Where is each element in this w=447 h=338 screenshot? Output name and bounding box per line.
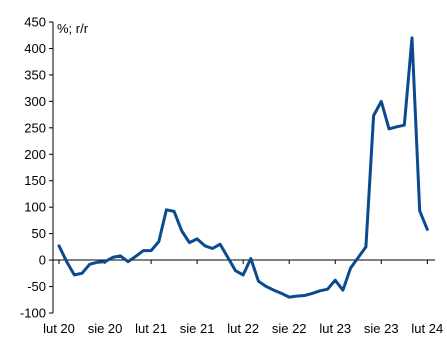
y-tick-label: 100 <box>24 200 46 215</box>
x-tick-label: sie 23 <box>364 321 399 336</box>
y-tick-label: 200 <box>24 147 46 162</box>
y-tick-label: 350 <box>24 67 46 82</box>
x-axis: lut 20 sie 20 lut 21 sie 21 lut 22 sie 22 lut … <box>43 259 443 336</box>
y-tick-label: 250 <box>24 120 46 135</box>
y-tick-label: 150 <box>24 173 46 188</box>
x-tick-label: sie 22 <box>272 321 307 336</box>
y-tick-label: -100 <box>20 306 46 321</box>
y-tick-label: 50 <box>32 226 46 241</box>
x-tick-label: lut 23 <box>319 321 351 336</box>
y-axis-ticks: 450 400 350 300 250 200 150 100 50 0 -50 -100 <box>20 15 53 321</box>
x-tick-label: lut 20 <box>43 321 75 336</box>
y-tick-label: -50 <box>27 279 46 294</box>
x-tick-label: sie 21 <box>180 321 215 336</box>
y-tick-label: 300 <box>24 94 46 109</box>
y-axis: 450 400 350 300 250 200 150 100 50 0 -50 -100 <box>20 15 54 321</box>
y-tick-label: 400 <box>24 41 46 56</box>
series-line <box>57 36 429 299</box>
x-tick-label: sie 20 <box>88 321 123 336</box>
x-axis-ticks: lut 20 sie 20 lut 21 sie 21 lut 22 sie 22 lut … <box>43 260 443 336</box>
y-axis-unit-label: %; r/r <box>57 21 89 36</box>
series-layer <box>57 36 429 299</box>
x-tick-label: lut 22 <box>227 321 259 336</box>
y-tick-label: 0 <box>39 253 46 268</box>
x-tick-label: lut 24 <box>411 321 443 336</box>
x-tick-label: lut 21 <box>135 321 167 336</box>
y-tick-label: 450 <box>24 15 46 30</box>
